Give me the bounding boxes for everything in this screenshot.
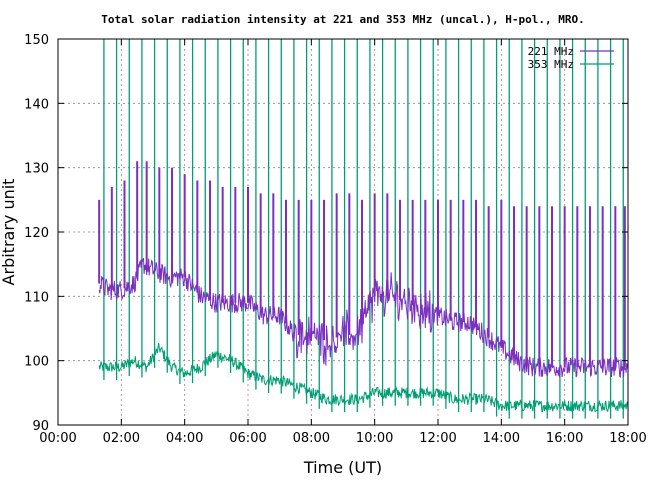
y-tick-label: 100	[24, 355, 49, 370]
legend: 221 MHz 353 MHz	[528, 45, 614, 71]
grid	[58, 39, 628, 425]
legend-label-221: 221 MHz	[528, 45, 574, 58]
x-tick-label: 00:00	[39, 431, 76, 446]
series-353-mhz	[98, 39, 629, 419]
y-tick-label: 120	[24, 226, 49, 241]
y-tick-label: 110	[24, 290, 49, 305]
x-tick-label: 04:00	[166, 431, 203, 446]
x-tick-label: 10:00	[356, 431, 393, 446]
x-tick-label: 08:00	[293, 431, 330, 446]
chart-title: Total solar radiation intensity at 221 a…	[101, 13, 584, 26]
y-tick-label: 130	[24, 162, 49, 177]
y-tick-label: 140	[24, 97, 49, 112]
x-tick-label: 16:00	[546, 431, 583, 446]
y-tick-label: 150	[24, 33, 49, 48]
y-axis-label: Arbitrary unit	[0, 179, 18, 286]
series-221-mhz	[98, 161, 629, 378]
x-tick-label: 14:00	[483, 431, 520, 446]
x-tick-label: 18:00	[609, 431, 646, 446]
series-353-trace	[98, 342, 629, 413]
x-tick-label: 02:00	[103, 431, 140, 446]
ticks: 00:00 02:00 04:00 06:00 08:00 10:00 12:00 14:00…	[24, 33, 647, 446]
y-tick-label: 90	[32, 419, 49, 434]
x-tick-label: 06:00	[229, 431, 266, 446]
series-layer	[98, 39, 629, 419]
legend-label-353: 353 MHz	[528, 58, 574, 71]
series-221-trace	[98, 258, 629, 378]
x-axis-label: Time (UT)	[303, 458, 382, 477]
x-tick-label: 12:00	[419, 431, 456, 446]
